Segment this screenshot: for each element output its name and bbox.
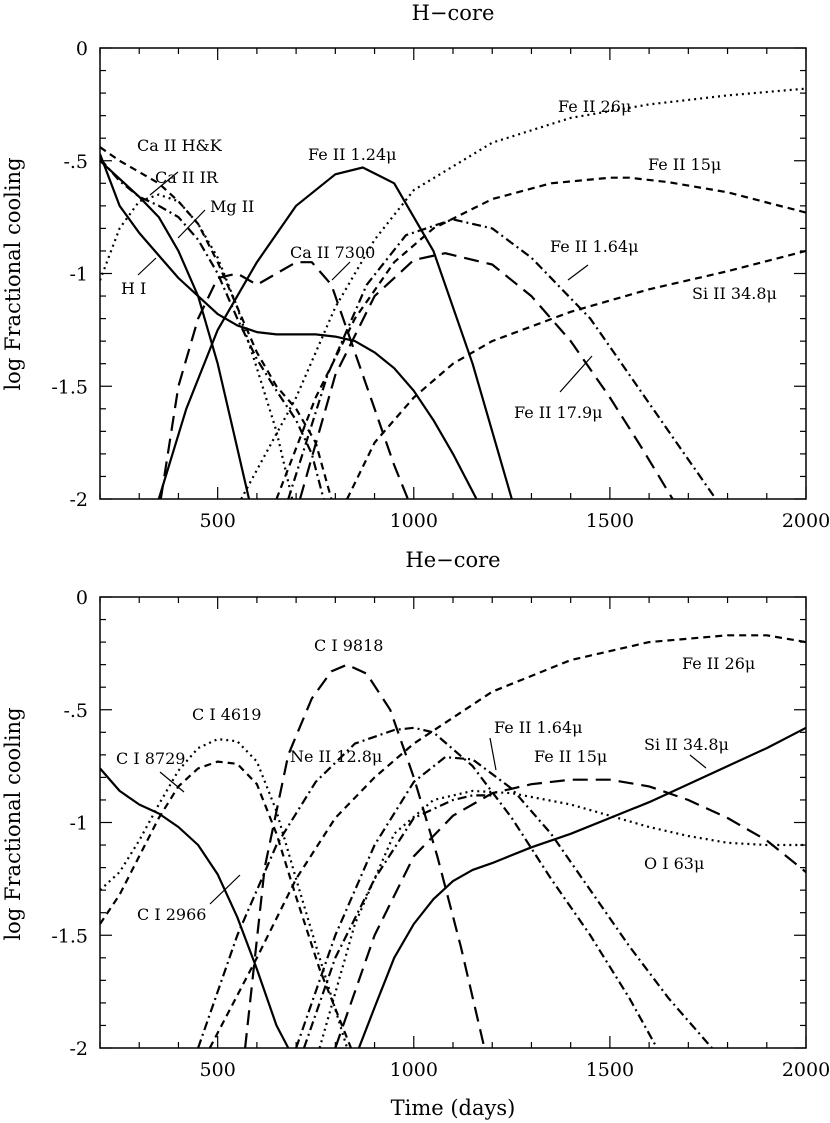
label-leader [137, 257, 157, 276]
y-tick-label: -.5 [63, 151, 88, 173]
x-tick-label: 1500 [586, 1059, 634, 1081]
panel-2: He−core log Fractional cooling Time (days)… [1, 548, 830, 1120]
y-tick-label: -1 [69, 264, 88, 286]
curve-label-c-i-8729: C I 8729 [116, 749, 185, 768]
curve-label-fe-ii-1-64mu: Fe II 1.64μ [494, 718, 583, 737]
curve-label-o-i-63mu: O I 63μ [644, 854, 704, 873]
y-tick-label: -.5 [63, 700, 88, 722]
curve-label-ca-ii-7300: Ca II 7300 [290, 243, 375, 262]
series-fe-ii-1-24mu-line [157, 166, 513, 499]
curve-label-si-ii-34-8mu: Si II 34.8μ [644, 735, 729, 754]
label-leader [149, 171, 179, 196]
y-tick-label: -2 [69, 1038, 88, 1060]
series-fe-ii-15mu-line [275, 176, 806, 499]
panel-title: H−core [412, 1, 495, 25]
series-fe-ii-17-9mu-line [334, 778, 806, 1048]
series-h-i-line [100, 153, 478, 499]
series-fe-ii-26mu-line [208, 634, 806, 1048]
x-tick-label: 500 [200, 510, 236, 532]
series-si-ii-34-8mu-line [357, 726, 806, 1048]
curve-label-c-i-4619: C I 4619 [192, 705, 261, 724]
curve-label-fe-ii-17-9mu: Fe II 17.9μ [514, 403, 603, 422]
y-axis-label: log Fractional cooling [1, 707, 25, 940]
series-mg-ii-line [100, 193, 294, 499]
curve-label-fe-ii-1-24mu: Fe II 1.24μ [308, 145, 397, 164]
label-leader [177, 209, 206, 239]
series-fe-ii-15mu-line [302, 794, 493, 1048]
x-axis-label: Time (days) [391, 1096, 516, 1120]
panel-1: H−core log Fractional cooling 500 1000 1500 2… [1, 1, 830, 532]
x-tick-label: 1000 [390, 1059, 438, 1081]
plot-frame [99, 47, 807, 500]
series-ca-ii-handk-line [100, 146, 333, 499]
x-tick-label: 2000 [782, 510, 830, 532]
curve-label-h-i: H I [121, 279, 146, 298]
series-fe-ii-26mu-line [240, 87, 806, 499]
curve-label-c-i-2966: C I 2966 [137, 905, 206, 924]
series-c-i-4619-line [100, 738, 349, 1048]
y-tick-label: 0 [76, 587, 88, 609]
series-fe-ii-1-64mu-line [287, 218, 717, 499]
label-leader [331, 261, 351, 281]
x-tick-label: 1000 [390, 510, 438, 532]
x-tick-label: 500 [200, 1059, 236, 1081]
curve-label-ca-ii-ir: Ca II IR [155, 168, 219, 187]
curve-label-fe-ii-1-64mu: Fe II 1.64μ [550, 237, 639, 256]
label-leader [559, 355, 593, 393]
series-ca-ii-handk-solid-line [100, 159, 251, 499]
label-leader [209, 874, 241, 905]
curve-label-fe-ii-15mu: Fe II 15μ [534, 747, 607, 766]
y-tick-label: 0 [76, 38, 88, 60]
series-c-i-8729-line [100, 760, 353, 1048]
curve-label-fe-ii-15mu: Fe II 15μ [648, 155, 721, 174]
curve-label-ca-ii-handk: Ca II H&K [137, 136, 223, 155]
series-ca-ii-7300-line [159, 261, 409, 499]
curve-label-c-i-9818: C I 9818 [314, 636, 383, 655]
series-fe-ii-17-9mu-line [298, 252, 674, 499]
panel-title: He−core [405, 548, 500, 572]
curve-label-ne-ii-12-8mu: Ne II 12.8μ [290, 747, 382, 766]
series-c-i-2966-line [100, 767, 290, 1048]
y-tick-label: -2 [69, 489, 88, 511]
series-c-i-9818-line [244, 663, 486, 1048]
y-tick-label: -1 [69, 813, 88, 835]
label-leader [567, 264, 589, 281]
y-tick-label: -1.5 [51, 376, 88, 398]
curve-label-fe-ii-26mu: Fe II 26μ [682, 654, 755, 673]
label-leader [159, 771, 185, 793]
series-ne-ii-12-8mu-line [197, 726, 658, 1048]
curve-label-fe-ii-26mu: Fe II 26μ [558, 97, 631, 116]
y-axis-label: log Fractional cooling [1, 157, 25, 390]
series-o-i-63mu-line [318, 789, 806, 1048]
x-tick-label: 2000 [782, 1059, 830, 1081]
series-fe-ii-1-64mu-line [295, 756, 713, 1048]
label-leader [489, 737, 497, 771]
curve-label-si-ii-34-8mu: Si II 34.8μ [692, 284, 777, 303]
x-tick-label: 1500 [586, 510, 634, 532]
label-leader [689, 754, 707, 769]
y-tick-label: -1.5 [51, 925, 88, 947]
series-si-ii-34-8mu-line [346, 249, 806, 499]
curve-label-mg-ii: Mg II [210, 197, 254, 216]
